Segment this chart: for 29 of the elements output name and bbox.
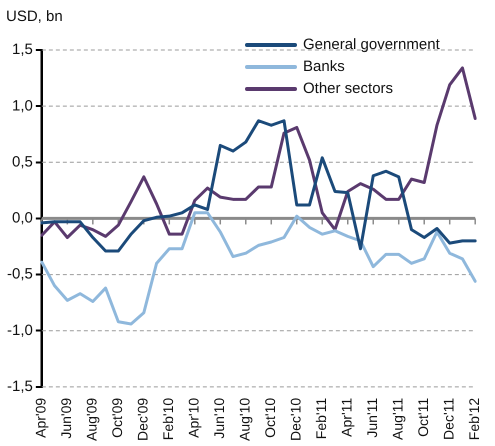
legend-label: General government [303, 35, 440, 55]
y-tick-label: 1,0 [12, 97, 33, 114]
y-tick-label: 0,5 [12, 153, 33, 170]
legend-label: Banks [303, 57, 345, 77]
x-tick-label: Dec'11 [440, 398, 457, 440]
y-axis-title: USD, bn [6, 8, 63, 25]
x-tick-label: Jun'11 [364, 398, 380, 438]
x-tick-label: Apr'09 [32, 398, 49, 438]
y-tick-label: 1,5 [12, 41, 33, 58]
y-tick-label: -0,5 [6, 266, 33, 283]
x-tick-label: Apr'11 [338, 398, 355, 437]
y-tick-label: -1,0 [6, 322, 33, 339]
y-tick-label: 0,0 [12, 210, 33, 227]
x-tick-label: Feb'12 [466, 398, 482, 440]
x-tick-label: Dec'10 [288, 398, 304, 441]
x-tick-label: Jun'10 [211, 398, 228, 439]
x-tick-label: Jun'09 [58, 398, 74, 439]
x-tick-label: Feb'11 [313, 398, 330, 440]
y-tick-label: -1,5 [6, 378, 33, 395]
x-tick-label: Aug'10 [236, 398, 253, 441]
x-tick-label: Oct'11 [415, 398, 432, 437]
x-tick-label: Aug'11 [390, 398, 406, 440]
x-tick-label: Feb'10 [160, 398, 176, 440]
x-tick-label: Oct'09 [109, 398, 126, 438]
x-tick-label: Aug'09 [84, 398, 100, 441]
legend-label: Other sectors [303, 79, 394, 99]
x-tick-label: Apr'10 [186, 398, 202, 438]
x-tick-label: Dec'09 [134, 398, 151, 441]
x-tick-label: Oct'10 [262, 398, 278, 438]
